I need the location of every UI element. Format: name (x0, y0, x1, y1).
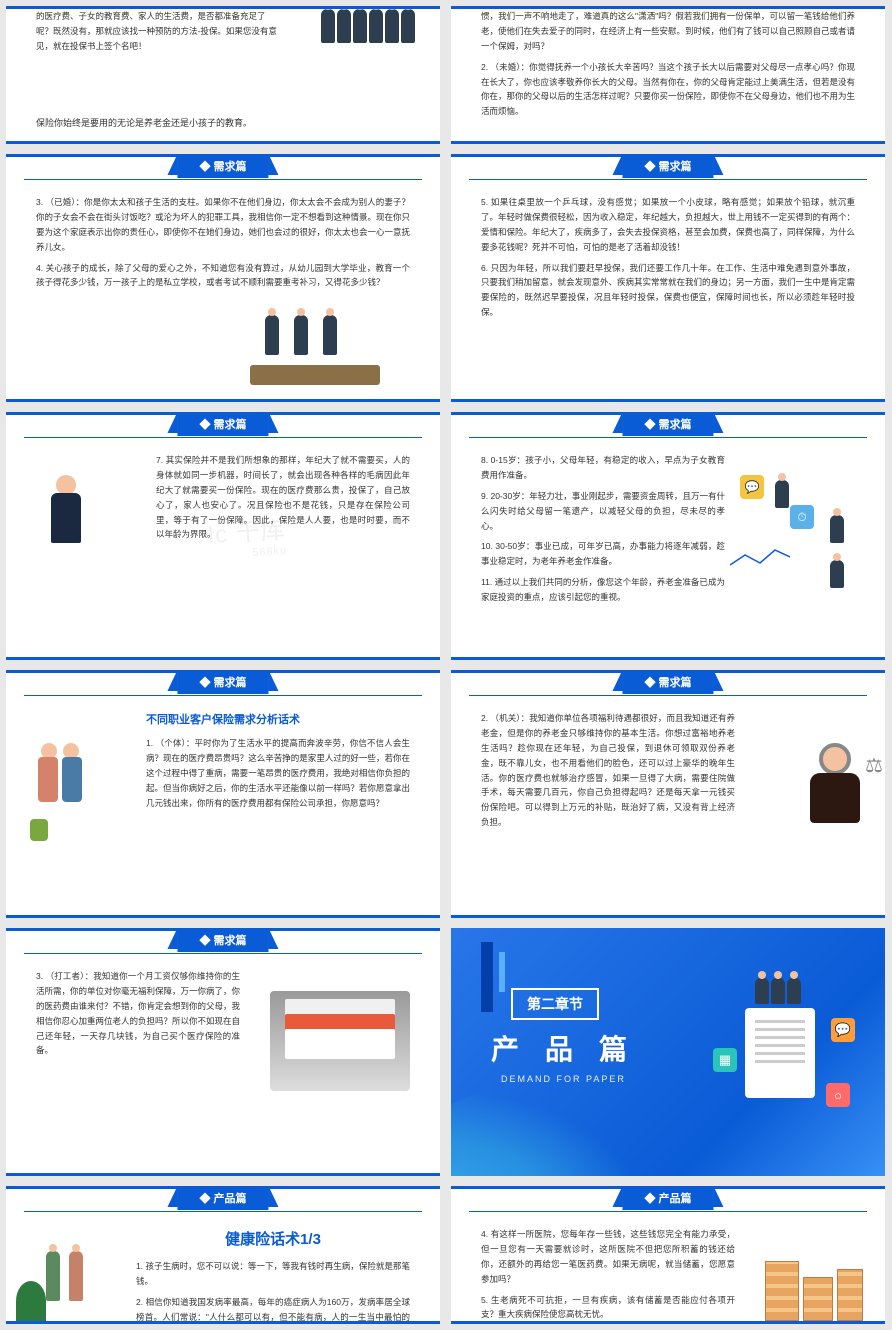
item-3: 3. （打工者）：我知道你一个月工资仅够你维持你的生活所需，你的单位对你毫无福利… (36, 969, 240, 1058)
slide-4b: ◆ 需求篇 2. （机关）：我知道你单位各项福利待遇都很好，而且我知道还有养老金… (451, 670, 885, 918)
slide-1a: 的医疗费、子女的教育费、家人的生活费，是否都准备充足了呢？既然没有，那就应该找一… (6, 6, 440, 144)
item-9: 9. 20-30岁：年轻力壮，事业刚起步，需要资金周转，且万一有什么闪失时给父母… (481, 489, 725, 534)
business-people-illustration (321, 9, 415, 43)
tab-demand: ◆ 需求篇 (622, 412, 713, 436)
item-4: 4. 关心孩子的成长，除了父母的爱心之外，不知道您有没有算过，从幼儿园到大学毕业… (36, 261, 410, 291)
chapter-subtitle: DEMAND FOR PAPER (501, 1074, 626, 1084)
item-7: 7. 其实保险并不是我们所想象的那样，年纪大了就不需要买，人的身体就如同一步机器… (156, 453, 410, 542)
text: 的医疗费、子女的教育费、家人的生活费，是否都准备充足了呢？既然没有，那就应该找一… (36, 9, 280, 54)
chapter-badge: 第二章节 (511, 988, 599, 1020)
businesswoman-illustration (46, 475, 86, 565)
tab-product: ◆ 产品篇 (622, 1186, 713, 1210)
slides-grid: 的医疗费、子女的教育费、家人的生活费，是否都准备充足了呢？既然没有，那就应该找一… (6, 6, 886, 1324)
tab-product: ◆ 产品篇 (177, 1186, 268, 1210)
item-11: 11. 通过以上我们共同的分析，像您这个年龄，养老金准备已成为家庭投资的重点，应… (481, 575, 725, 605)
tab-demand: ◆ 需求篇 (622, 670, 713, 694)
business-icons-illustration: 💬 ⏱ (730, 475, 870, 595)
slide-6b: ◆ 产品篇 4. 有这样一所医院，您每年存一些钱，这些钱您完全有能力承受，但一旦… (451, 1186, 885, 1324)
tab-demand: ◆ 需求篇 (177, 412, 268, 436)
item-3: 3. （已婚）：你是你太太和孩子生活的支柱。如果你不在他们身边，你太太会不会成为… (36, 195, 410, 255)
footer-text: 保险你始终是要用的无论是养老金还是小孩子的教育。 (36, 116, 410, 129)
item-5: 5. 生老病死不可抗拒，一旦有疾病，该有储蓄是否能应付各项开支？重大疾病保险使您… (481, 1293, 735, 1323)
elderly-couple-illustration (36, 743, 86, 823)
chapter-illustration: ▦ 💬 ○ (705, 968, 865, 1128)
judge-illustration: ⚖ (805, 743, 865, 833)
item-1: 1. 孩子生病时，您不可以说：等一下，等我有钱时再生病，保险就是那笔钱。 (136, 1259, 410, 1289)
chapter-slide: 第二章节 产品篇 DEMAND FOR PAPER ▦ 💬 ○ (451, 928, 885, 1176)
buildings-illustration (765, 1241, 865, 1321)
slide-3a: ◆ 需求篇 7. 其实保险并不是我们所想象的那样，年纪大了就不需要买，人的身体就… (6, 412, 440, 660)
item-2: 2. （未婚）：你觉得抚养一个小孩长大辛苦吗？当这个孩子长大以后需要对父母尽一点… (481, 60, 855, 120)
item-1: 1. （个体）：平时你为了生活水平的提高而奔波辛劳，你信不信人会生病？现在的医疗… (146, 736, 410, 810)
item-2: 2. 相信你知道我国发病率最高，每年的癌症病人为160万，发病率居全球榜首。人们… (136, 1295, 410, 1324)
slide-1b: 惯，我们一声不响地走了，难道真的这么"潇洒"吗？假若我们拥有一份保单，可以留一笔… (451, 6, 885, 144)
masked-people-illustration (31, 1251, 111, 1321)
tab-demand: ◆ 需求篇 (177, 670, 268, 694)
occupation-subtitle: 不同职业客户保险需求分析话术 (146, 711, 410, 730)
slide-3b: ◆ 需求篇 8. 0-15岁：孩子小，父母年轻，有稳定的收入，早点为子女教育费用… (451, 412, 885, 660)
laptop-illustration (270, 991, 410, 1091)
tab-demand: ◆ 需求篇 (177, 928, 268, 952)
slide-5a: ◆ 需求篇 3. （打工者）：我知道你一个月工资仅够你维持你的生活所需，你的单位… (6, 928, 440, 1176)
slide-4a: ◆ 需求篇 不同职业客户保险需求分析话术 1. （个体）：平时你为了生活水平的提… (6, 670, 440, 918)
meeting-illustration (250, 315, 380, 385)
item-8: 8. 0-15岁：孩子小，父母年轻，有稳定的收入，早点为子女教育费用作准备。 (481, 453, 725, 483)
item-10: 10. 30-50岁：事业已成，可年岁已高，办事能力将逐年减弱，趁事业稳定时，为… (481, 539, 725, 569)
item-5: 5. 如果往桌里放一个乒乓球，没有感觉；如果放一个小皮球，略有感觉；如果放个铅球… (481, 195, 855, 255)
slide-6a: ◆ 产品篇 健康险话术1/3 1. 孩子生病时，您不可以说：等一下，等我有钱时再… (6, 1186, 440, 1324)
health-title: 健康险话术1/3 (136, 1227, 410, 1253)
slide-2a: ◆ 需求篇 3. （已婚）：你是你太太和孩子生活的支柱。如果你不在他们身边，你太… (6, 154, 440, 402)
item-4: 4. 有这样一所医院，您每年存一些钱，这些钱您完全有能力承受，但一旦您有一天需要… (481, 1227, 735, 1287)
item-2: 2. （机关）：我知道你单位各项福利待遇都很好，而且我知道还有养老金，但是你的养… (481, 711, 735, 830)
item-partial: 惯，我们一声不响地走了，难道真的这么"潇洒"吗？假若我们拥有一份保单，可以留一笔… (481, 9, 855, 54)
item-6: 6. 只因为年轻，所以我们要赶早投保，我们还要工作几十年。在工作、生活中难免遇到… (481, 261, 855, 321)
chapter-title: 产品篇 (491, 1028, 653, 1068)
tab-demand: ◆ 需求篇 (177, 154, 268, 178)
tab-demand: ◆ 需求篇 (622, 154, 713, 178)
slide-2b: ◆ 需求篇 5. 如果往桌里放一个乒乓球，没有感觉；如果放一个小皮球，略有感觉；… (451, 154, 885, 402)
